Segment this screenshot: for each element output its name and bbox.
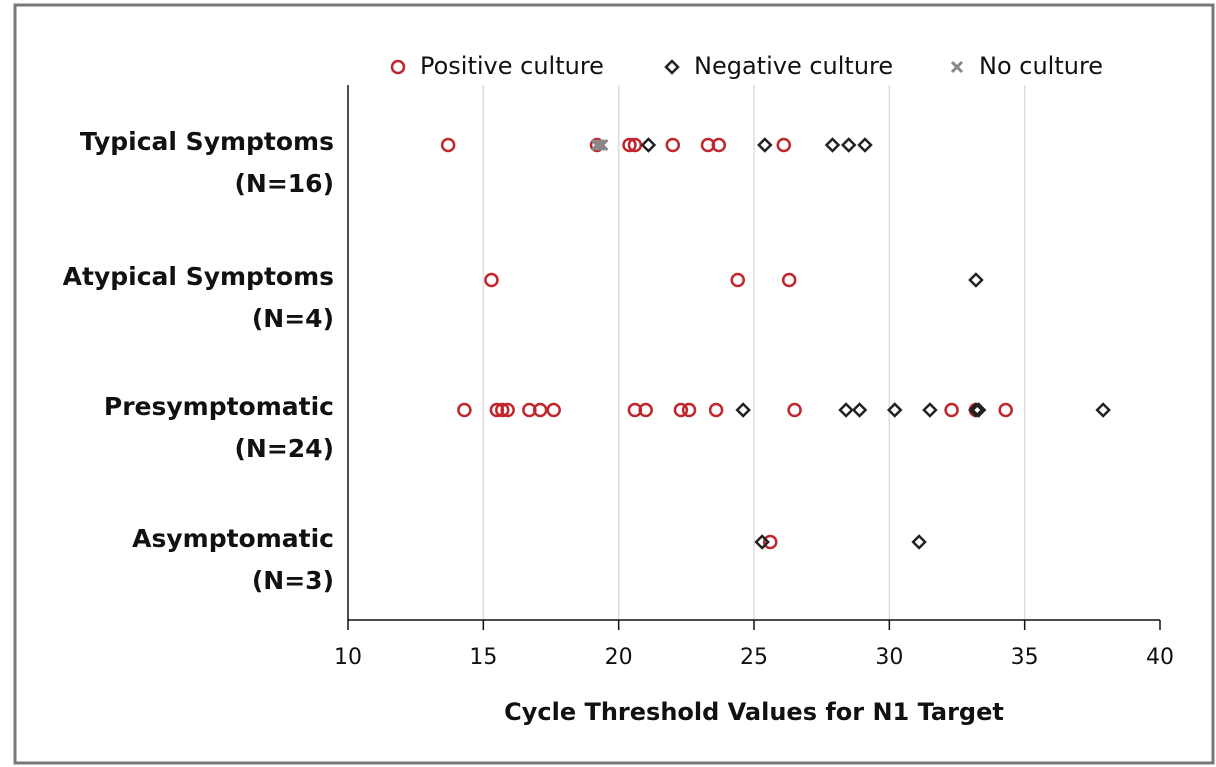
- legend-marker: [950, 60, 964, 74]
- frame: [13, 3, 1215, 765]
- category-label: (N=16): [234, 169, 334, 198]
- data-point: [593, 138, 606, 152]
- data-point: [922, 402, 938, 418]
- category-label: Asymptomatic: [132, 524, 334, 553]
- x-tick-label: 40: [1146, 645, 1174, 670]
- legend-label: Negative culture: [694, 52, 893, 80]
- data-point: [911, 534, 927, 550]
- data-point: [546, 402, 561, 418]
- data-point: [886, 402, 903, 418]
- data-point: [754, 534, 770, 550]
- category-label: (N=4): [252, 304, 334, 333]
- x-tick-label: 35: [1011, 645, 1039, 670]
- data-point: [735, 402, 751, 418]
- category-label: Atypical Symptoms: [63, 262, 334, 291]
- data-point: [596, 138, 609, 152]
- data-point: [824, 137, 841, 153]
- data-point: [998, 402, 1013, 418]
- x-tick-label: 15: [469, 645, 497, 670]
- data-point: [708, 402, 724, 418]
- data-point: [673, 402, 689, 418]
- data-point: [484, 272, 499, 288]
- data-point: [968, 272, 984, 288]
- data-point: [968, 402, 984, 418]
- data-point: [495, 402, 510, 418]
- data-point: [730, 272, 746, 288]
- data-point: [762, 534, 778, 550]
- legend-marker: [664, 59, 680, 75]
- data-point: [500, 402, 515, 418]
- legend-label: Positive culture: [420, 52, 604, 80]
- data-point: [638, 402, 653, 418]
- data-point: [665, 137, 681, 153]
- legend-marker: [390, 59, 406, 75]
- data-point: [757, 137, 773, 153]
- data-point: [787, 402, 802, 418]
- category-label: (N=24): [234, 434, 334, 463]
- x-tick-label: 20: [605, 645, 633, 670]
- data-point: [776, 137, 792, 153]
- data-point: [681, 402, 697, 418]
- data-point: [1095, 402, 1111, 418]
- category-label: Presymptomatic: [104, 392, 334, 421]
- data-point: [857, 137, 873, 153]
- x-tick-label: 10: [334, 645, 362, 670]
- x-axis-title: Cycle Threshold Values for N1 Target: [504, 698, 1004, 726]
- data-point: [440, 137, 456, 153]
- data-point: [640, 137, 657, 153]
- x-tick-label: 25: [740, 645, 768, 670]
- data-point: [970, 402, 987, 418]
- data-point: [840, 137, 857, 153]
- data-point: [457, 402, 472, 418]
- data-point: [781, 272, 797, 288]
- legend-label: No culture: [979, 52, 1103, 80]
- data-point: [711, 137, 727, 153]
- data-point: [944, 402, 959, 418]
- data-point: [532, 402, 548, 418]
- data-point: [851, 402, 868, 418]
- data-point: [838, 402, 854, 418]
- category-label: (N=3): [252, 566, 334, 595]
- x-tick-label: 30: [875, 645, 903, 670]
- category-label: Typical Symptoms: [80, 127, 334, 156]
- data-point: [622, 137, 637, 153]
